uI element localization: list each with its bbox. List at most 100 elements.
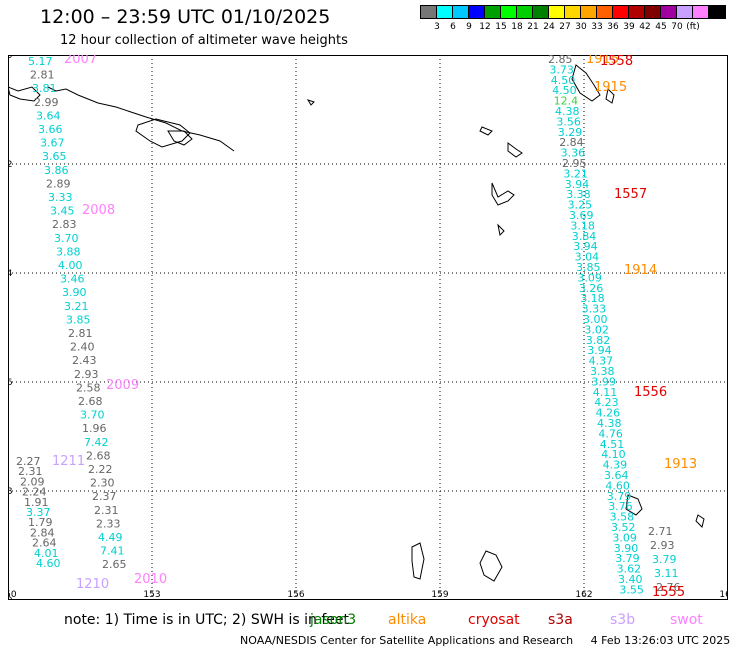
lon-tick-label: 162	[575, 590, 592, 600]
colorbar-label: 18	[511, 22, 523, 32]
colorbar-label: 15	[495, 22, 507, 32]
track-time-label: 1557	[614, 187, 647, 202]
swh-value-west: 3.81	[32, 82, 57, 95]
lon-tick-label: 153	[143, 590, 160, 600]
track-time-label: 1211	[52, 454, 85, 469]
swh-value-west: 3.67	[40, 137, 65, 150]
track-time-label: 1210	[76, 577, 109, 592]
swh-value-west: 2.43	[72, 354, 97, 367]
lon-tick-label: 150	[8, 590, 17, 600]
colorbar-swatch	[708, 5, 726, 19]
swh-value-east: 3.55	[619, 583, 644, 596]
lon-tick-label: 165	[719, 590, 728, 600]
swh-value-west: 3.66	[38, 123, 63, 136]
swh-value-east: 3.36	[561, 147, 586, 160]
swh-value-east: 4.23	[594, 396, 619, 409]
colorbar-label: 36	[607, 22, 619, 32]
track-time-label: 1556	[634, 385, 667, 400]
swh-value-east: 4.26	[596, 407, 621, 420]
swh-value-east: 3.94	[573, 240, 598, 253]
swh-value-east: 4.11	[593, 386, 618, 399]
colorbar-label: 70	[671, 22, 683, 32]
swh-value-west: 4.49	[98, 531, 123, 544]
swh-value-east: 3.00	[583, 313, 608, 326]
colorbar-label: 27	[559, 22, 571, 32]
swh-value-east: 4.10	[601, 448, 626, 461]
colorbar-label: 30	[575, 22, 587, 32]
swh-value-east: 3.52	[611, 521, 636, 534]
colorbar-label: 45	[655, 22, 667, 32]
mission-label-altika: altika	[388, 612, 427, 628]
track-time-label: 2007	[64, 55, 97, 67]
coastline	[497, 223, 505, 237]
swh-value-west: 2.81	[30, 69, 55, 82]
track-time-label: 1555	[652, 585, 685, 600]
coastline	[47, 86, 235, 152]
coastline	[135, 118, 191, 148]
swh-value-east: 3.99	[591, 375, 616, 388]
swh-value-east: 12.4	[554, 95, 579, 108]
swh-value-west: 2.65	[102, 558, 127, 571]
track-time-label: 2008	[82, 203, 115, 218]
swh-value-west: 3.65	[42, 150, 67, 163]
swh-value-west: 3.46	[60, 273, 85, 286]
lat-tick-label: 18	[8, 487, 13, 497]
mission-label-jason3: jason3	[310, 612, 357, 628]
swh-value-west: 3.70	[54, 232, 79, 245]
swh-value-west: 5.17	[28, 55, 53, 68]
swh-value-west2: 1.91	[24, 496, 49, 509]
swh-value-east: 3.21	[563, 167, 588, 180]
swh-value-east: 4.38	[597, 417, 622, 430]
coastline	[479, 126, 493, 136]
coastline	[167, 130, 193, 146]
swh-value-east: 3.85	[576, 261, 601, 274]
swh-value-east: 3.79	[615, 552, 640, 565]
swh-value-east: 3.38	[590, 365, 615, 378]
mission-label-s3a: s3a	[548, 612, 573, 628]
swh-value-east: 3.09	[577, 271, 602, 284]
swh-value-west: 3.33	[48, 191, 73, 204]
swh-value-east: 3.73	[549, 63, 574, 76]
swh-value-west: 7.42	[84, 436, 109, 449]
swh-value-east: 3.76	[608, 500, 633, 513]
swh-value-east: 3.94	[565, 178, 590, 191]
swh-value-west: 2.68	[86, 449, 111, 462]
lon-tick-label: 156	[287, 590, 304, 600]
colorbar-label: (ft)	[686, 22, 700, 32]
swh-value-east: 4.60	[605, 479, 630, 492]
footnote: note: 1) Time is in UTC; 2) SWH is in fe…	[64, 612, 350, 628]
swh-value-east2: 3.79	[652, 553, 677, 566]
swh-value-east: 4.37	[589, 355, 614, 368]
swh-value-east: 3.69	[569, 209, 594, 222]
swh-value-west: 2.33	[96, 517, 121, 530]
swh-value-east: 4.39	[603, 459, 628, 472]
colorbar-label: 33	[591, 22, 603, 32]
swh-value-east: 2.84	[559, 136, 584, 149]
swh-value-west: 1.96	[82, 422, 107, 435]
swh-value-west: 2.58	[76, 381, 101, 394]
track-time-label: 1913	[664, 457, 697, 472]
swh-value-west: 3.85	[66, 313, 91, 326]
swh-value-west: 3.64	[36, 109, 61, 122]
swh-value-west: 3.90	[62, 286, 87, 299]
swh-value-west: 2.89	[46, 177, 71, 190]
coastline	[625, 494, 643, 516]
colorbar-label: 3	[434, 22, 440, 32]
coastline	[491, 182, 515, 206]
coastline	[306, 99, 315, 106]
swh-value-east: 2.95	[562, 157, 587, 170]
swh-value-west2: 2.27	[16, 455, 41, 468]
swh-value-west2: 2.84	[30, 526, 55, 539]
swh-value-west: 2.37	[92, 490, 117, 503]
swh-value-west: 3.21	[64, 300, 89, 313]
lat-tick-label: 16	[8, 378, 13, 388]
lat-tick-label: 12	[8, 160, 12, 170]
swh-value-east: 2.85	[548, 55, 573, 66]
swh-value-east: 3.79	[607, 490, 632, 503]
track-time-label: 1915	[586, 55, 619, 67]
track-time-label: 1558	[600, 55, 633, 69]
swh-value-west: 3.45	[50, 205, 75, 218]
lat-tick-label: 20	[8, 596, 13, 600]
swh-value-west2: 2.31	[18, 465, 43, 478]
coastline	[571, 64, 601, 102]
